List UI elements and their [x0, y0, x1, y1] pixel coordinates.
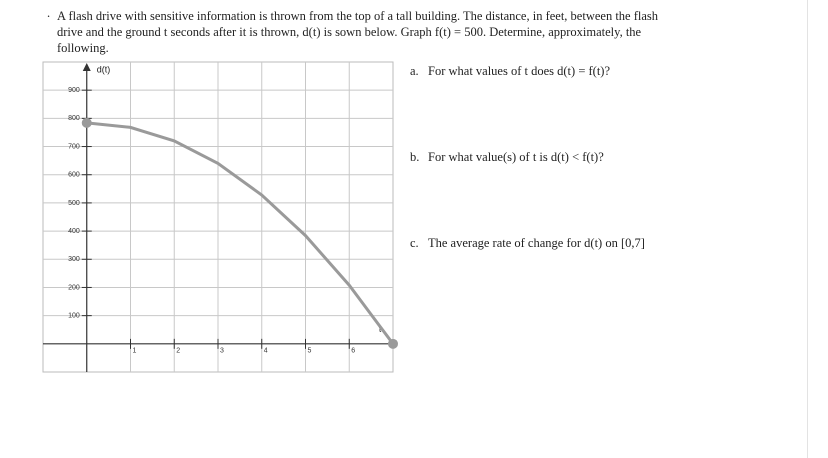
y-tick-label: 700: [68, 143, 80, 150]
y-tick-label: 300: [68, 256, 80, 263]
x-tick-label: 6: [351, 348, 355, 355]
data-line: [86, 121, 395, 345]
y-axis-label: d(t): [97, 64, 111, 74]
problem-line: A flash drive with sensitive information…: [57, 9, 659, 23]
question-text: For what value(s) of t is d(t) < f(t)?: [428, 150, 604, 164]
question-text: For what values of t does d(t) = f(t)?: [428, 64, 611, 78]
question-text: The average rate of change for d(t) on […: [428, 236, 645, 250]
y-tick-label: 100: [68, 312, 80, 319]
y-tick-label: 800: [68, 115, 80, 122]
question-label: b.: [410, 150, 420, 164]
frame-edge: [807, 0, 808, 458]
x-tick-label: 5: [308, 348, 312, 355]
y-tick-label: 400: [68, 228, 80, 235]
marker: .: [47, 6, 51, 20]
x-tick-label: 1: [133, 348, 137, 355]
y-tick-label: 500: [68, 200, 80, 207]
endpoint: [388, 338, 398, 349]
y-tick-label: 200: [68, 284, 80, 291]
x-tick-label: 4: [264, 348, 268, 355]
question-label: a.: [410, 64, 419, 78]
endpoint: [81, 117, 92, 128]
problem-line: drive and the ground t seconds after it …: [57, 25, 642, 39]
y-axis-arrow: [82, 63, 91, 71]
y-tick-label: 600: [68, 172, 80, 179]
question-label: c.: [410, 236, 419, 250]
x-tick-label: 3: [220, 348, 224, 355]
problem-line: following.: [57, 41, 109, 55]
x-tick-label: 2: [176, 348, 180, 355]
y-tick-label: 900: [68, 87, 80, 94]
